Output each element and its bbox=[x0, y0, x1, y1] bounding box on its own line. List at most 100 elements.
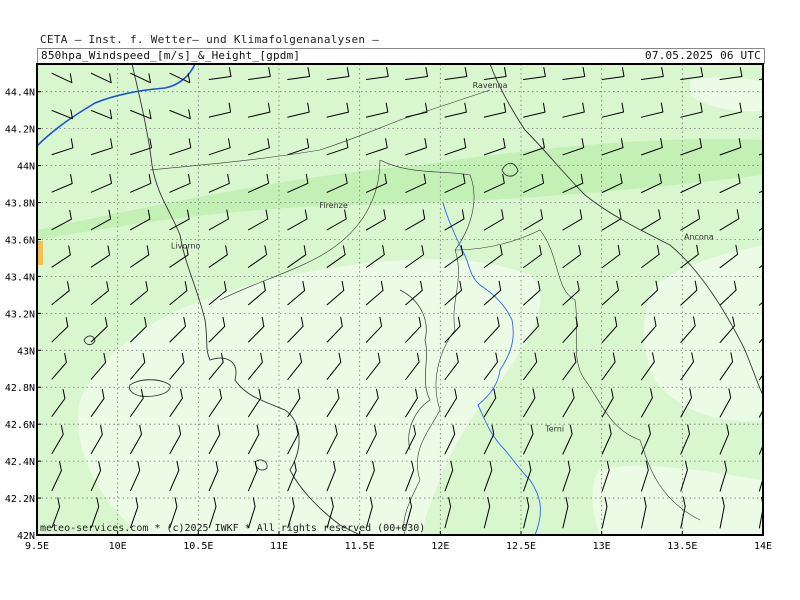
wind-barb bbox=[680, 424, 690, 455]
wind-barb bbox=[169, 72, 191, 84]
wind-barb bbox=[680, 460, 688, 492]
wind-barb bbox=[444, 352, 459, 380]
wind-barb bbox=[523, 497, 530, 529]
wind-barb bbox=[483, 138, 506, 156]
wind-barb bbox=[719, 244, 739, 269]
lon-tick-label: 11.5E bbox=[345, 541, 375, 552]
valid-time-label: 07.05.2025 06 UTC bbox=[645, 49, 761, 62]
wind-barb bbox=[51, 138, 74, 156]
wind-barb bbox=[444, 138, 467, 156]
wind-barb bbox=[523, 352, 538, 381]
wind-barb bbox=[169, 109, 191, 120]
wind-barb bbox=[326, 102, 349, 118]
wind-barb bbox=[483, 460, 493, 492]
wind-barb bbox=[680, 173, 702, 193]
wind-barb bbox=[719, 424, 730, 455]
wind-barb bbox=[365, 280, 384, 306]
wind-barb bbox=[483, 67, 507, 80]
wind-barb bbox=[248, 67, 271, 80]
lake-trasimeno bbox=[501, 162, 519, 177]
wind-barb bbox=[641, 280, 659, 306]
wind-barb bbox=[169, 281, 188, 306]
lon-tick-label: 13E bbox=[593, 541, 611, 552]
wind-barb bbox=[405, 352, 420, 380]
shade-light-area-se bbox=[592, 465, 763, 535]
wind-barb bbox=[130, 388, 144, 417]
wind-barb bbox=[248, 245, 268, 268]
lon-tick-label: 10.5E bbox=[183, 541, 213, 552]
wind-barb bbox=[523, 173, 545, 193]
wind-barb bbox=[680, 67, 704, 80]
wind-barb bbox=[248, 138, 270, 156]
wind-barb bbox=[287, 424, 299, 455]
lat-tick-label: 43.4N bbox=[5, 272, 35, 283]
wind-barb bbox=[365, 209, 386, 231]
wind-barb bbox=[641, 209, 661, 231]
wind-barb bbox=[562, 460, 571, 492]
wind-barb bbox=[601, 280, 619, 306]
wind-barb bbox=[90, 173, 112, 193]
wind-barb bbox=[248, 461, 258, 492]
wind-barb bbox=[365, 352, 381, 380]
wind-barb bbox=[719, 138, 742, 156]
wind-barb bbox=[680, 138, 702, 156]
wind-barb bbox=[444, 67, 468, 80]
longitude-axis: 9.5E 10E 10.5E 11E 11.5E 12E 12.5E 13E 13.5E 14E bbox=[25, 531, 772, 552]
wind-barb bbox=[90, 352, 107, 380]
wind-barb bbox=[719, 280, 737, 306]
wind-barb bbox=[248, 281, 266, 306]
orange-windspeed-patch bbox=[37, 241, 43, 265]
wind-barb bbox=[365, 102, 389, 118]
wind-barb bbox=[641, 244, 660, 269]
lon-tick-label: 9.5E bbox=[25, 541, 49, 552]
wind-barb bbox=[405, 67, 428, 80]
wind-barb bbox=[523, 280, 541, 306]
wind-barb bbox=[130, 317, 147, 343]
wind-barb bbox=[287, 316, 304, 343]
lon-tick-label: 12E bbox=[431, 541, 449, 552]
wind-barb bbox=[248, 316, 265, 343]
wind-barb bbox=[169, 316, 186, 343]
wind-barb bbox=[365, 388, 379, 418]
wind-barb bbox=[562, 316, 579, 343]
lat-tick-label: 42.6N bbox=[5, 420, 35, 431]
wind-barb bbox=[405, 424, 416, 455]
wind-barb bbox=[601, 424, 612, 455]
wind-barb bbox=[130, 424, 142, 455]
wind-barb bbox=[601, 460, 610, 492]
product-label: 850hpa_Windspeed_[m/s]_&_Height_[gpdm] bbox=[41, 49, 301, 62]
wind-barb bbox=[562, 280, 580, 306]
wind-barb bbox=[90, 138, 113, 156]
wind-barb bbox=[248, 497, 256, 529]
wind-barb bbox=[483, 497, 491, 529]
inner-border-1 bbox=[379, 159, 475, 535]
wind-barb bbox=[444, 209, 465, 231]
wind-barb bbox=[641, 424, 651, 455]
wind-barb bbox=[51, 72, 73, 84]
wind-barb bbox=[130, 352, 146, 380]
wind-barb bbox=[641, 316, 657, 343]
wind-barb bbox=[680, 352, 694, 381]
wind-barb bbox=[601, 497, 608, 529]
wind-barb bbox=[562, 102, 585, 118]
wind-barb bbox=[326, 352, 342, 380]
wind-barb bbox=[523, 67, 546, 80]
lat-tick-label: 43.6N bbox=[5, 235, 35, 246]
wind-barb bbox=[483, 352, 498, 381]
wind-barb bbox=[719, 173, 741, 193]
wind-barb bbox=[601, 316, 618, 343]
wind-barb bbox=[405, 245, 425, 268]
wind-barb bbox=[719, 102, 742, 118]
wind-barb bbox=[287, 102, 310, 118]
wind-barb bbox=[90, 72, 112, 84]
lat-tick-label: 42.2N bbox=[5, 494, 35, 505]
wind-barb bbox=[444, 424, 456, 455]
wind-barb bbox=[523, 138, 545, 156]
grid-lines bbox=[37, 64, 763, 535]
wind-barb bbox=[130, 173, 152, 193]
wind-barb bbox=[169, 352, 185, 380]
wind-barb bbox=[130, 138, 152, 156]
wind-barb bbox=[680, 316, 696, 343]
wind-barb bbox=[130, 281, 149, 306]
city-label: Ravenna bbox=[473, 81, 508, 90]
